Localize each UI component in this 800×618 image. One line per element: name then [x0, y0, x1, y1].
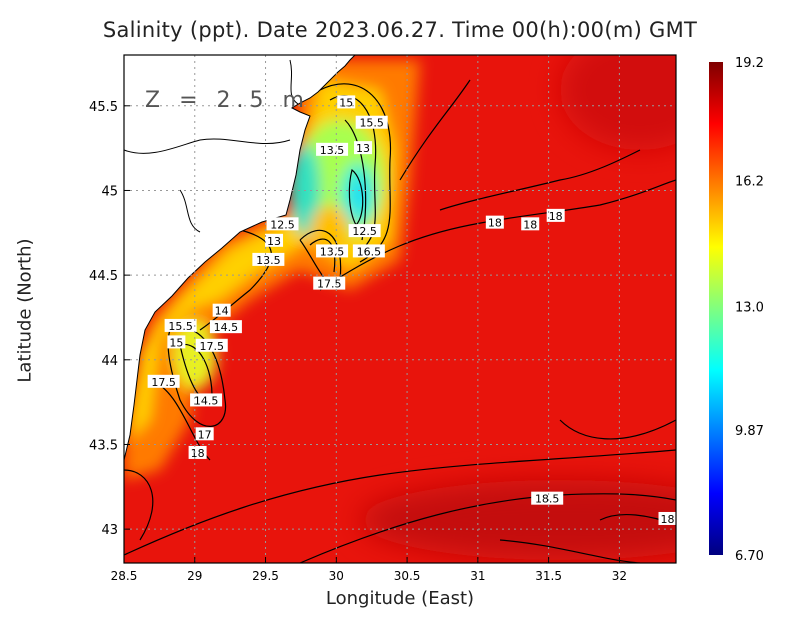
- plot-frame: [123, 54, 677, 564]
- svg-text:15.5: 15.5: [168, 320, 193, 333]
- y-tick-label: 45.5: [89, 100, 118, 115]
- y-tick-label: 43: [101, 523, 118, 538]
- contour-label: 18: [485, 215, 504, 230]
- colorbar: [709, 62, 723, 555]
- land: [124, 55, 356, 461]
- svg-text:15.5: 15.5: [359, 117, 384, 130]
- y-tick-label: 45: [101, 184, 118, 199]
- y-axis-label: Latitude (North): [14, 238, 36, 383]
- colorbar-tick-label: 6.70: [735, 549, 764, 564]
- svg-text:18: 18: [523, 218, 537, 231]
- svg-text:14.5: 14.5: [194, 394, 219, 407]
- contour-label: 13.5: [316, 142, 349, 157]
- contour-label: 18.5: [531, 491, 564, 506]
- svg-text:18: 18: [661, 513, 675, 526]
- colorbar-tick-label: 9.87: [735, 424, 764, 439]
- depth-annotation: Z = 2.5 m: [145, 88, 310, 113]
- svg-text:17.5: 17.5: [317, 278, 342, 291]
- contour-label: 15: [167, 335, 186, 349]
- contour-label: 17.5: [195, 338, 228, 353]
- chart-title: Salinity (ppt). Date 2023.06.27. Time 00…: [102, 18, 698, 42]
- y-tick-label: 44.5: [89, 269, 118, 284]
- contour-label: 18: [188, 445, 207, 460]
- x-tick-label: 29: [187, 569, 202, 583]
- svg-text:12.5: 12.5: [270, 218, 295, 231]
- contour-labels: 15 15.5 13.5 13 12.5 13 13.5 12.5 16.5 13.5 17.5 14…: [147, 95, 676, 526]
- x-tick-label: 29.5: [252, 569, 279, 583]
- svg-text:12.5: 12.5: [352, 225, 377, 238]
- svg-text:18: 18: [549, 210, 563, 223]
- svg-text:18: 18: [488, 217, 502, 230]
- contour-label: 15.5: [164, 318, 197, 333]
- contour-label: 18: [658, 511, 676, 526]
- colorbar-ticks: 19.2 16.2 13.0 9.87 6.70: [735, 56, 764, 564]
- x-tick-label: 30.5: [394, 569, 421, 583]
- svg-text:13.5: 13.5: [256, 254, 281, 267]
- contour-label: 17.5: [147, 374, 180, 389]
- grid-lines: [124, 55, 676, 563]
- contour-label: 13: [265, 233, 284, 248]
- svg-text:13.5: 13.5: [320, 245, 345, 258]
- svg-text:17.5: 17.5: [151, 376, 176, 389]
- contour-label: 14.5: [209, 320, 242, 334]
- svg-text:13: 13: [267, 235, 281, 248]
- contour-label: 16.5: [352, 244, 385, 258]
- svg-text:17.5: 17.5: [200, 340, 225, 353]
- y-tick-label: 43.5: [89, 438, 118, 453]
- colorbar-tick-label: 13.0: [735, 301, 764, 316]
- svg-text:18.5: 18.5: [535, 493, 560, 506]
- contour-label: 17: [195, 427, 214, 441]
- svg-text:17: 17: [198, 428, 212, 441]
- contour-label: 17.5: [313, 276, 346, 291]
- x-tick-label: 32: [612, 569, 627, 583]
- svg-text:15: 15: [169, 336, 183, 349]
- svg-text:16.5: 16.5: [357, 245, 382, 258]
- x-axis: 28.5 29 29.5 30 30.5 31 31.5 32: [111, 557, 627, 583]
- svg-text:14: 14: [215, 305, 229, 318]
- x-tick-label: 30: [329, 569, 344, 583]
- contour-label: 18: [521, 217, 540, 231]
- svg-text:13: 13: [356, 142, 370, 155]
- contour-label: 13.5: [252, 252, 285, 267]
- x-tick-label: 31: [470, 569, 485, 583]
- y-tick-label: 44: [101, 354, 118, 369]
- contour-label: 12.5: [348, 224, 381, 238]
- contour-label: 14: [212, 303, 231, 318]
- contour-label: 13: [354, 141, 373, 155]
- svg-text:18: 18: [191, 447, 205, 460]
- svg-text:13.5: 13.5: [320, 144, 345, 157]
- colorbar-tick-label: 19.2: [735, 56, 764, 71]
- contour-label: 18: [546, 208, 565, 223]
- contour-label: 13.5: [316, 244, 349, 258]
- y-axis: 43 43.5 44 44.5 45 45.5: [89, 100, 130, 538]
- svg-text:15: 15: [339, 96, 353, 109]
- svg-text:14.5: 14.5: [214, 321, 239, 334]
- contour-label: 15: [337, 95, 356, 109]
- contour-label: 14.5: [190, 393, 223, 407]
- contour-label: 12.5: [266, 217, 299, 231]
- contour-label: 15.5: [355, 115, 388, 130]
- x-axis-label: Longitude (East): [325, 588, 475, 609]
- x-tick-label: 31.5: [535, 569, 562, 583]
- x-tick-label: 28.5: [111, 569, 138, 583]
- colorbar-tick-label: 16.2: [735, 174, 764, 189]
